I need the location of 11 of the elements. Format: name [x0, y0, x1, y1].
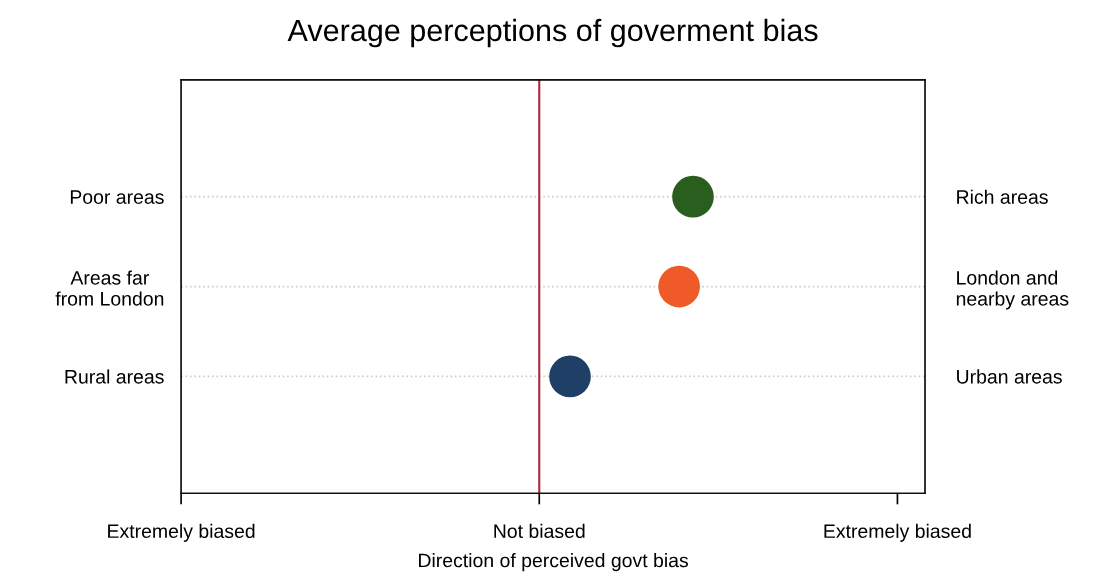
text: Extremely biased: [824, 523, 971, 542]
text: Extremely biased: [108, 523, 255, 542]
y-tick-label: Poor areas: [70, 190, 164, 204]
y2-tick-label: Rich areas: [957, 189, 1048, 204]
y2-tick-label: Urban areas: [957, 369, 1062, 384]
x-axis-title: Direction of perceived govt bias: [419, 553, 688, 572]
y-tick-label: Areas far from London: [55, 270, 164, 306]
y2-tick-label: London and nearby areas: [956, 270, 1069, 310]
chart-title: Average perceptions of goverment bias: [287, 18, 818, 48]
text: Not biased: [494, 523, 585, 539]
y-tick-label: Rural areas: [65, 369, 164, 384]
